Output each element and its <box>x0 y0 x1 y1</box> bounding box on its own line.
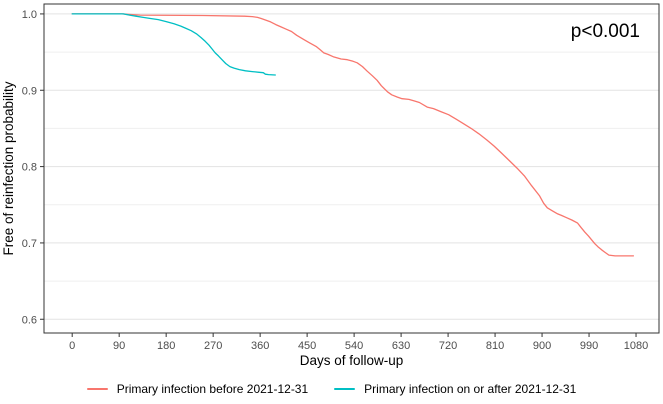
y-axis-tick-label: 0.8 <box>22 162 37 174</box>
legend-line-swatch-red <box>86 388 108 390</box>
x-axis-tick-label: 90 <box>113 340 125 352</box>
x-axis-tick-label: 270 <box>204 340 222 352</box>
y-axis-tick-label: 0.9 <box>22 85 37 97</box>
x-axis-tick-label: 360 <box>251 340 269 352</box>
x-axis-tick-label: 900 <box>533 340 551 352</box>
y-axis-tick-label: 1.0 <box>22 9 37 21</box>
legend-line-swatch-cyan <box>334 388 356 390</box>
x-axis-tick-label: 720 <box>439 340 457 352</box>
x-axis-tick-label: 540 <box>345 340 363 352</box>
x-axis-tick-label: 630 <box>392 340 410 352</box>
x-axis-tick-label: 180 <box>157 340 175 352</box>
y-axis-tick-label: 0.6 <box>22 314 37 326</box>
panel-border <box>43 3 660 334</box>
survival-curve-before <box>71 13 635 257</box>
y-axis-tick-label: 0.7 <box>22 238 37 250</box>
x-axis-tick-label: 990 <box>580 340 598 352</box>
legend-item-after: Primary infection on or after 2021-12-31 <box>334 382 576 396</box>
x-axis-tick-label: 0 <box>69 340 75 352</box>
chart-legend: Primary infection before 2021-12-31 Prim… <box>0 374 663 404</box>
legend-label-after: Primary infection on or after 2021-12-31 <box>364 382 577 396</box>
x-axis-tick-label: 450 <box>298 340 316 352</box>
x-axis-tick-label: 810 <box>486 340 504 352</box>
y-axis-title: Free of reinfection probability <box>1 81 16 255</box>
survival-chart: 0 90 180 270 360 450 540 630 720 810 900 990 1080 1.0… <box>1 3 660 368</box>
p-value-annotation: p<0.001 <box>571 21 640 42</box>
x-axis-tick-label: 1080 <box>624 340 648 352</box>
x-axis-title: Days of follow-up <box>300 353 404 368</box>
legend-item-before: Primary infection before 2021-12-31 <box>86 382 309 396</box>
legend-label-before: Primary infection before 2021-12-31 <box>116 382 309 396</box>
survival-curve-after <box>71 13 276 76</box>
